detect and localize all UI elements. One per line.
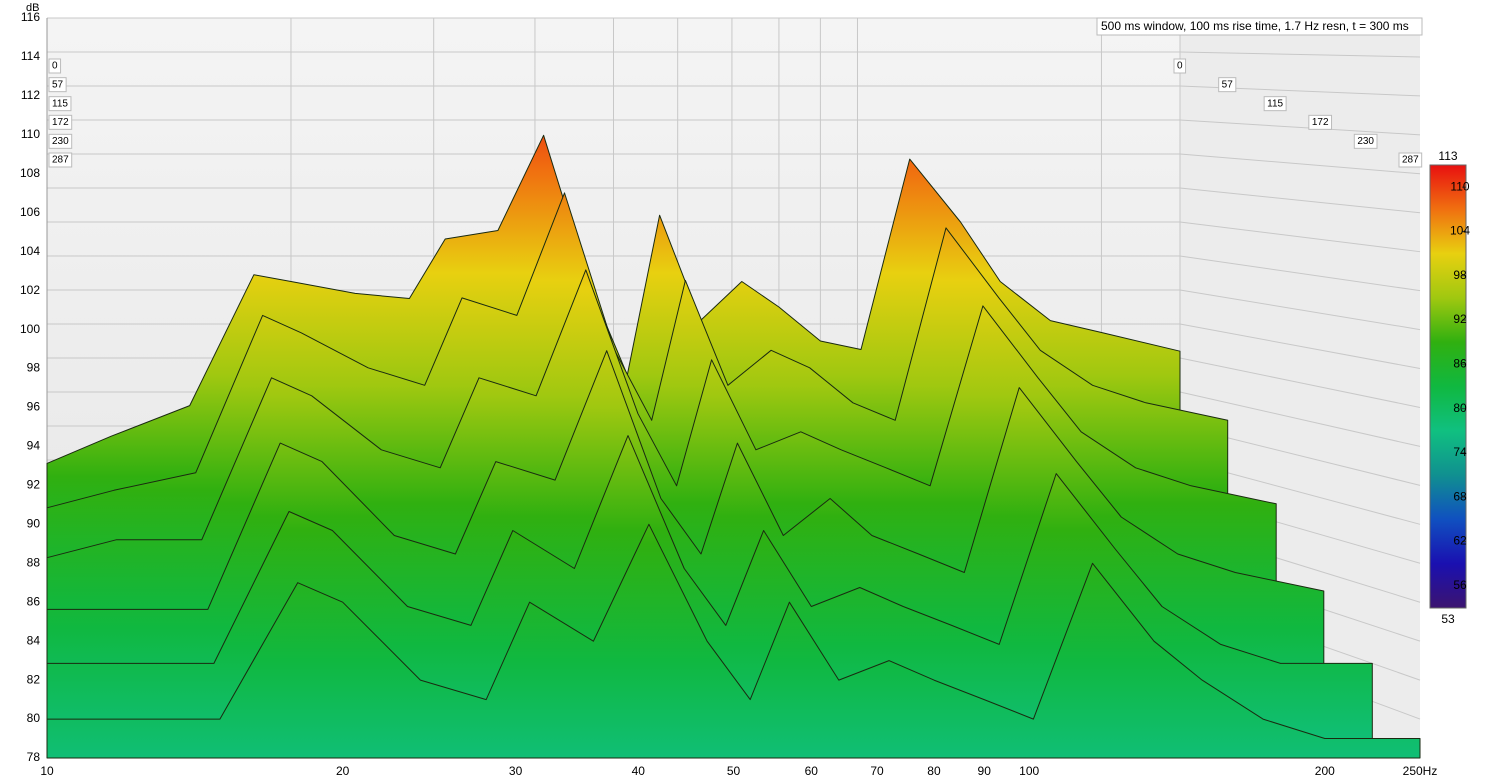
x-tick-label: 80 [927, 764, 941, 778]
time-tick-label: 57 [1222, 79, 1234, 90]
time-tick-label: 230 [1357, 136, 1374, 147]
y-tick-label: 86 [27, 594, 41, 608]
grid-line [1179, 221, 1421, 253]
y-tick-label: 78 [27, 750, 41, 764]
y-tick-label: 112 [21, 88, 40, 102]
time-tick-label: 172 [52, 117, 69, 128]
grid-line [1179, 323, 1421, 370]
grid-line [1179, 357, 1421, 408]
x-tick-label: 40 [632, 764, 646, 778]
y-tick-label: 92 [27, 478, 41, 492]
y-tick-label: 114 [21, 49, 40, 63]
time-tick-label: 172 [1312, 117, 1329, 128]
grid-line [1179, 153, 1421, 175]
annotation-box [1096, 17, 1423, 36]
time-tick-box [48, 152, 73, 168]
colorbar-max-label: 113 [1438, 149, 1457, 163]
grid-line [1179, 391, 1421, 447]
time-tick-box [1173, 58, 1187, 74]
grid-line [1179, 119, 1421, 136]
y-tick-label: 94 [27, 439, 41, 453]
time-tick-box [48, 114, 73, 130]
time-tick-label: 287 [1402, 155, 1419, 166]
x-tick-label: 10 [40, 764, 54, 778]
slices [46, 134, 1421, 759]
time-tick-label: 287 [52, 155, 69, 166]
y-tick-label: 96 [27, 400, 41, 414]
time-tick-label: 115 [52, 98, 68, 109]
x-tick-label: 20 [336, 764, 350, 778]
colorbar-tick-label: 104 [1450, 224, 1470, 238]
y-tick-label: 90 [27, 516, 41, 530]
x-tick-label: 50 [727, 764, 741, 778]
colorbar-tick-label: 68 [1453, 489, 1467, 503]
y-tick-label: 102 [20, 283, 40, 297]
grid-line [1179, 255, 1421, 292]
slice [46, 523, 1421, 759]
time-tick-label: 0 [1177, 61, 1183, 72]
colorbar-min-label: 53 [1441, 612, 1455, 626]
time-tick-label: 57 [52, 79, 64, 90]
y-tick-label: 108 [20, 166, 40, 180]
time-tick-box [1353, 133, 1378, 149]
x-tick-label: 60 [805, 764, 819, 778]
colorbar-tick-label: 80 [1453, 401, 1467, 415]
time-tick-label: 230 [52, 136, 69, 147]
time-tick-box [48, 58, 62, 74]
x-tick-label: 100 [1019, 764, 1039, 778]
colorbar-tick-label: 86 [1453, 357, 1467, 371]
y-tick-label: 82 [27, 672, 41, 686]
annotation: 500 ms window, 100 ms rise time, 1.7 Hz … [1101, 19, 1409, 33]
colorbar-tick-label: 62 [1453, 534, 1467, 548]
time-tick-box [48, 77, 67, 93]
grid-line [1179, 289, 1421, 331]
colorbar [1429, 164, 1467, 609]
y-tick-label: 84 [27, 633, 41, 647]
time-tick-box [1263, 96, 1287, 112]
time-tick-box [48, 133, 73, 149]
x-tick-label: 200 [1315, 764, 1335, 778]
colorbar-tick-label: 98 [1453, 268, 1467, 282]
labels: 7880828486889092949698100102104106108110… [20, 10, 1437, 778]
x-tick-label: 70 [870, 764, 884, 778]
grid-line [1179, 187, 1421, 214]
y-tick-label: 100 [20, 322, 40, 336]
y-axis-label: dB [26, 2, 39, 14]
colorbar-tick-label: 56 [1453, 578, 1467, 592]
y-tick-label: 88 [27, 555, 41, 569]
colorbar-tick-label: 92 [1453, 312, 1467, 326]
grid-line [1179, 51, 1421, 58]
y-tick-label: 104 [20, 244, 40, 258]
y-tick-label: 106 [20, 205, 40, 219]
colorbar-tick-label: 74 [1453, 445, 1467, 459]
time-tick-box [48, 96, 72, 112]
y-tick-label: 116 [21, 10, 40, 24]
colorbar-tick-label: 110 [1450, 179, 1469, 193]
time-tick-label: 0 [52, 61, 58, 72]
x-tick-label: 30 [509, 764, 523, 778]
y-tick-label: 110 [21, 127, 40, 141]
y-tick-label: 80 [27, 711, 41, 725]
time-tick-box [1308, 114, 1333, 130]
time-tick-label: 115 [1267, 98, 1283, 109]
y-tick-label: 98 [27, 361, 41, 375]
time-tick-box [1218, 77, 1237, 93]
x-tick-label: 90 [978, 764, 992, 778]
x-tick-label: 250Hz [1403, 764, 1438, 778]
time-tick-box [1398, 152, 1423, 168]
